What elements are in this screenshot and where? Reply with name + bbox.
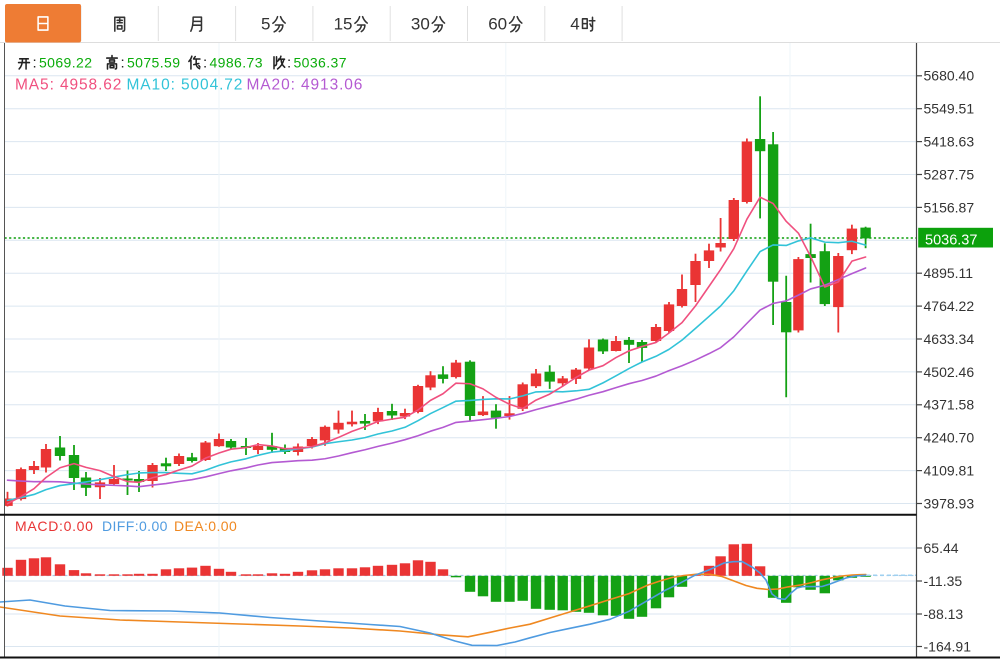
svg-text:30: 30 xyxy=(411,15,430,34)
svg-text:5075.59: 5075.59 xyxy=(127,54,180,70)
svg-text:DIFF:0.00: DIFF:0.00 xyxy=(102,518,168,534)
svg-text:5418.63: 5418.63 xyxy=(924,134,975,150)
svg-text:4986.73: 4986.73 xyxy=(210,54,263,70)
svg-text:MACD:0.00: MACD:0.00 xyxy=(15,518,94,534)
svg-text:4: 4 xyxy=(570,15,579,34)
svg-text:5156.87: 5156.87 xyxy=(924,199,975,215)
svg-text:4371.58: 4371.58 xyxy=(924,397,975,413)
svg-text::: : xyxy=(121,54,125,71)
svg-text:-88.13: -88.13 xyxy=(924,606,964,622)
svg-text:3978.93: 3978.93 xyxy=(924,495,975,511)
svg-text:-164.91: -164.91 xyxy=(924,638,972,654)
svg-text:5: 5 xyxy=(261,15,270,34)
svg-text:MA5: 4958.62: MA5: 4958.62 xyxy=(15,76,122,93)
svg-text:15: 15 xyxy=(334,15,353,34)
svg-text:-11.35: -11.35 xyxy=(924,573,963,589)
svg-text::: : xyxy=(33,54,37,71)
svg-text:MA10: 5004.72: MA10: 5004.72 xyxy=(127,76,244,93)
svg-text:5549.51: 5549.51 xyxy=(924,101,975,117)
svg-text:4109.81: 4109.81 xyxy=(924,463,975,479)
svg-text:5069.22: 5069.22 xyxy=(39,54,92,70)
svg-text:60: 60 xyxy=(488,15,507,34)
svg-text:5036.37: 5036.37 xyxy=(294,54,347,70)
svg-text:5680.40: 5680.40 xyxy=(924,68,975,84)
svg-text:5036.37: 5036.37 xyxy=(925,232,977,248)
svg-text:5287.75: 5287.75 xyxy=(924,166,975,182)
svg-text:DEA:0.00: DEA:0.00 xyxy=(174,518,237,534)
svg-text:MA20: 4913.06: MA20: 4913.06 xyxy=(247,76,364,93)
svg-text::: : xyxy=(287,54,291,71)
svg-text:4240.70: 4240.70 xyxy=(924,430,975,446)
svg-text:4764.22: 4764.22 xyxy=(924,298,975,314)
svg-text::: : xyxy=(203,54,207,71)
svg-text:4502.46: 4502.46 xyxy=(924,364,975,380)
svg-text:4633.34: 4633.34 xyxy=(924,331,975,347)
svg-text:4895.11: 4895.11 xyxy=(924,265,974,281)
svg-text:65.44: 65.44 xyxy=(924,540,959,556)
